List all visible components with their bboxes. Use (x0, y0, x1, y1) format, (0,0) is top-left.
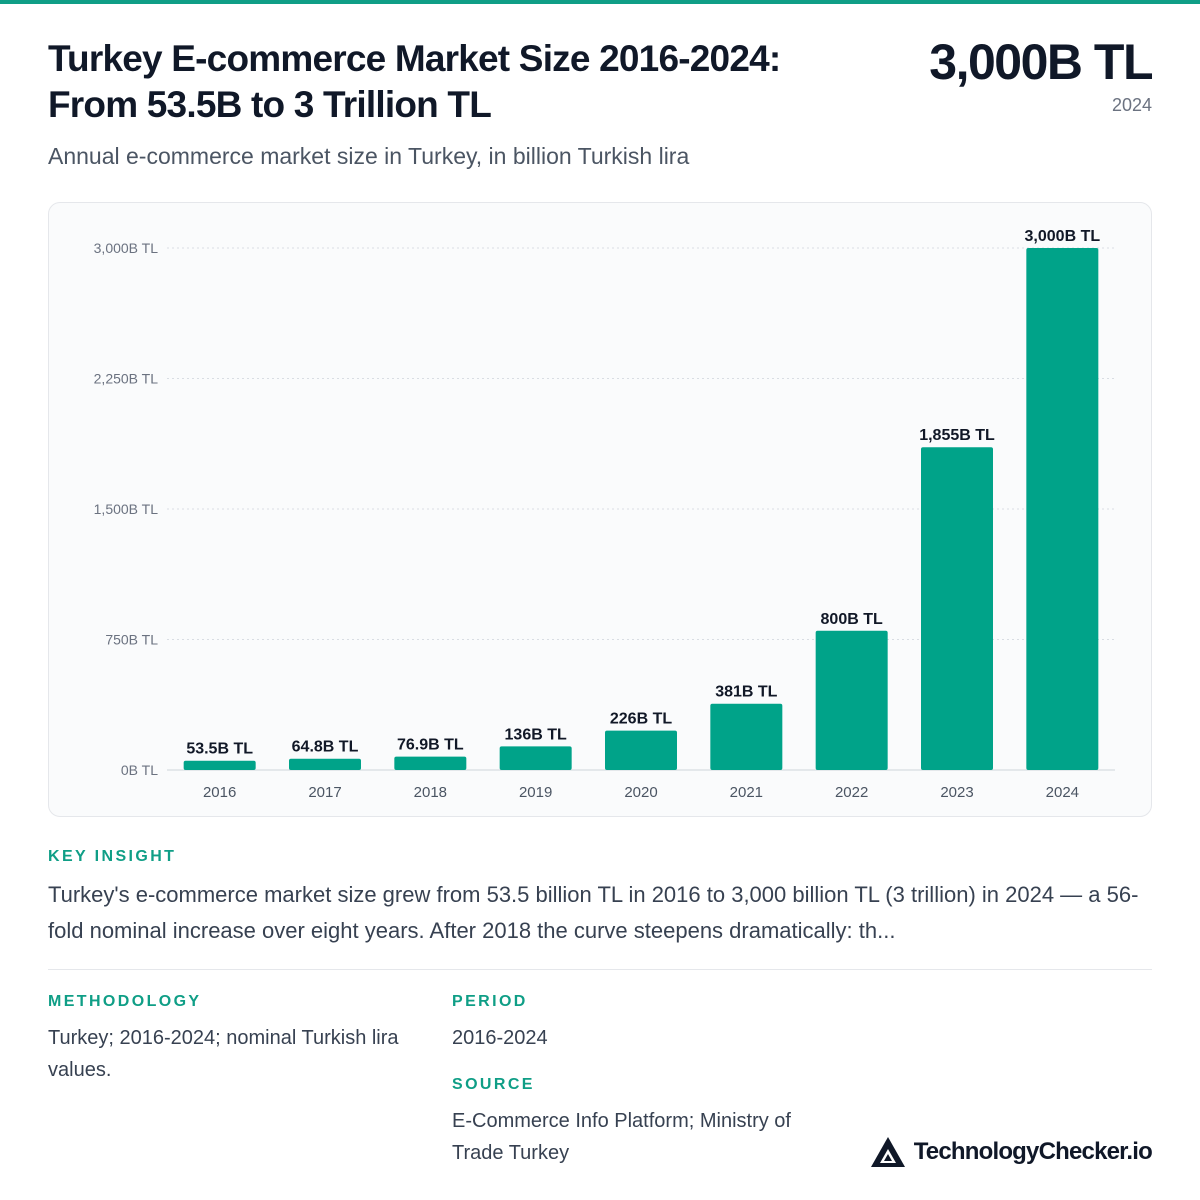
title-line-1: Turkey E-commerce Market Size 2016-2024: (48, 38, 781, 79)
x-tick-label: 2017 (308, 784, 341, 801)
bar-value-label: 3,000B TL (1025, 228, 1101, 245)
bar (605, 730, 677, 770)
bar (183, 760, 256, 770)
bar-value-label: 53.5B TL (186, 741, 253, 758)
x-tick-label: 2023 (940, 784, 973, 801)
bar-value-label: 1,855B TL (919, 427, 995, 444)
bar (710, 703, 783, 770)
y-tick-label: 1,500B TL (94, 501, 159, 517)
bar (921, 447, 993, 770)
bar (394, 756, 467, 770)
y-tick-label: 2,250B TL (94, 371, 159, 387)
x-tick-label: 2016 (203, 784, 236, 801)
brand-logo: TechnologyChecker.io (870, 1136, 1153, 1168)
top-accent-rule (0, 0, 1200, 4)
bar-value-label: 800B TL (821, 611, 883, 628)
x-tick-label: 2021 (730, 784, 763, 801)
period-text: 2016-2024 (452, 1027, 548, 1049)
chart-subtitle: Annual e-commerce market size in Turkey,… (48, 143, 690, 169)
headline-value: 3,000B TL (929, 34, 1153, 90)
insight-text: Turkey's e-commerce market size grew fro… (48, 882, 1139, 943)
bar-value-label: 136B TL (505, 726, 567, 743)
x-tick-label: 2022 (835, 784, 868, 801)
section-divider (48, 969, 1152, 970)
headline-year: 2024 (1111, 95, 1152, 115)
bar (815, 630, 888, 770)
bar (499, 746, 572, 770)
bar-value-label: 76.9B TL (397, 737, 464, 754)
x-tick-label: 2020 (624, 784, 657, 801)
page-title: Turkey E-commerce Market Size 2016-2024:… (48, 36, 888, 128)
source-text: E-Commerce Info Platform; Ministry of Tr… (452, 1110, 791, 1164)
bar-value-label: 226B TL (610, 711, 672, 728)
x-tick-label: 2024 (1046, 784, 1079, 801)
methodology-label: METHODOLOGY (48, 993, 202, 1010)
triangle-logo-icon (870, 1137, 905, 1167)
bar-chart: 0B TL 750B TL 1,500B TL 2,250B TL 3,000B TL 5… (94, 228, 1115, 801)
y-tick-label: 3,000B TL (94, 240, 159, 256)
bar (289, 758, 361, 770)
insight-label: KEY INSIGHT (48, 848, 177, 865)
bar (1026, 248, 1099, 770)
source-label: SOURCE (452, 1076, 535, 1093)
bar-value-label: 64.8B TL (292, 739, 359, 756)
x-tick-label: 2018 (414, 784, 447, 801)
bar-value-label: 381B TL (715, 684, 777, 701)
y-tick-label: 750B TL (105, 632, 158, 648)
methodology-text: Turkey; 2016-2024; nominal Turkish lira … (48, 1027, 399, 1081)
brand-name: TechnologyChecker.io (913, 1138, 1153, 1165)
x-tick-label: 2019 (519, 784, 552, 801)
y-tick-label: 0B TL (121, 762, 158, 778)
chart-card: 0B TL 750B TL 1,500B TL 2,250B TL 3,000B TL 5… (48, 202, 1152, 817)
period-label: PERIOD (452, 993, 528, 1010)
title-line-2: From 53.5B to 3 Trillion TL (48, 84, 492, 125)
